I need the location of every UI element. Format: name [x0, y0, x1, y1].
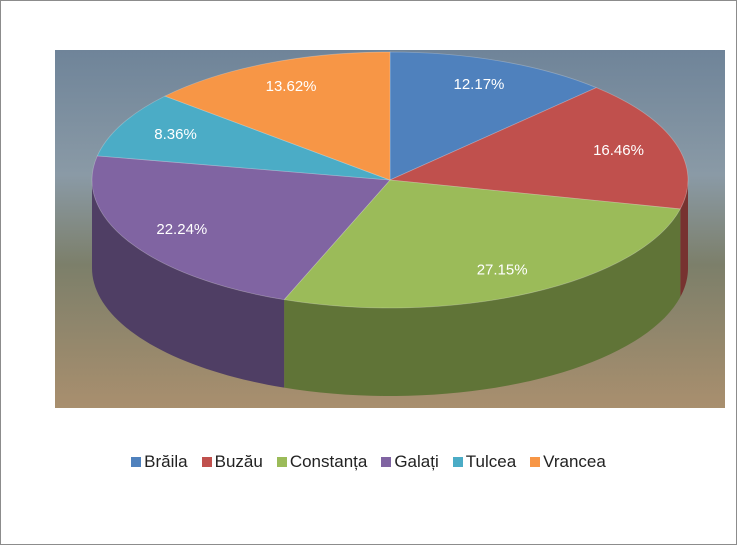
legend-label: Tulcea — [465, 452, 517, 471]
legend-label: Brăila — [144, 452, 188, 471]
slice-side — [284, 208, 681, 396]
slice-top — [283, 179, 681, 309]
data-label: 27.15% — [477, 261, 528, 278]
slice-top — [91, 155, 391, 301]
slice — [283, 179, 681, 396]
slice — [91, 155, 391, 388]
legend: Brăila Buzău Constanța Galați Tulcea Vrancea — [0, 452, 737, 472]
legend-label: Galați — [394, 452, 439, 471]
legend-swatch — [131, 457, 142, 467]
data-label: 13.62% — [266, 78, 317, 95]
legend-item: Galați — [381, 452, 439, 472]
slice-top — [388, 87, 689, 210]
slice-top — [389, 51, 598, 181]
legend-label: Vrancea — [543, 452, 606, 471]
legend-item: Vrancea — [530, 452, 606, 472]
slice — [96, 95, 391, 181]
data-label: 22.24% — [156, 221, 207, 238]
slice-top — [96, 95, 391, 181]
data-label: 16.46% — [593, 142, 644, 159]
legend-item: Constanța — [276, 452, 368, 472]
legend-item: Buzău — [201, 452, 263, 472]
data-label: 12.17% — [454, 76, 505, 93]
legend-item: Tulcea — [452, 452, 517, 472]
legend-label: Buzău — [214, 452, 263, 471]
slice-side — [680, 180, 688, 297]
legend-swatch — [530, 457, 541, 467]
slice-top — [163, 51, 391, 181]
data-label: 8.36% — [154, 126, 197, 143]
slice — [389, 51, 598, 181]
slice — [163, 51, 391, 181]
legend-swatch — [381, 457, 392, 467]
legend-item: Brăila — [131, 452, 188, 472]
legend-swatch — [452, 457, 463, 467]
legend-swatch — [201, 457, 212, 467]
legend-swatch — [276, 457, 287, 467]
legend-label: Constanța — [289, 452, 368, 471]
slice-side — [92, 180, 285, 388]
slice — [388, 87, 689, 297]
